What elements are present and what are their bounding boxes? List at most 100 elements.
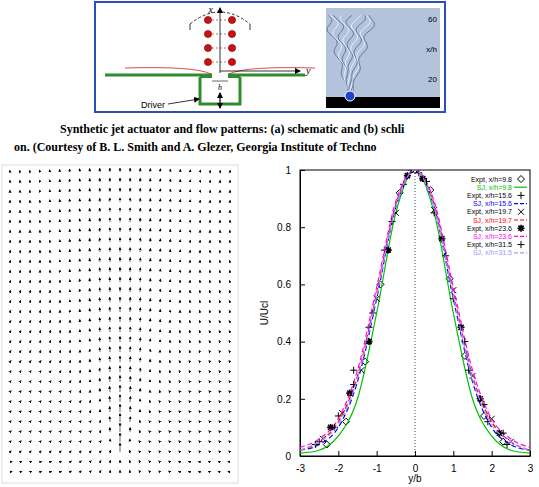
- velocity-vector: [99, 318, 100, 322]
- velocity-vector: [70, 380, 72, 382]
- velocity-vector: [10, 371, 11, 372]
- velocity-vector: [39, 240, 40, 242]
- tick-label: 0.8: [277, 222, 291, 233]
- velocity-vector: [30, 320, 32, 322]
- velocity-vector: [90, 390, 91, 392]
- velocity-vector: [20, 381, 21, 382]
- plume-streak: [353, 15, 375, 92]
- velocity-vector: [10, 300, 12, 302]
- velocity-vector: [99, 218, 100, 222]
- series-line: [300, 170, 530, 450]
- velocity-vector: [50, 360, 52, 362]
- velocity-vector: [39, 190, 40, 192]
- velocity-vector: [189, 381, 190, 382]
- velocity-vector: [90, 441, 91, 442]
- velocity-vector: [209, 391, 210, 392]
- velocity-vector: [229, 290, 231, 292]
- velocity-vector: [59, 199, 60, 202]
- velocity-vector: [39, 170, 40, 172]
- velocity-vector: [20, 431, 21, 432]
- velocity-vector: [20, 351, 21, 352]
- velocity-vector: [140, 348, 141, 352]
- velocity-vector: [89, 278, 91, 282]
- velocity-vector: [60, 350, 62, 352]
- velocity-vector: [169, 401, 170, 402]
- driver-arrow: [219, 93, 220, 108]
- velocity-vector: [160, 269, 161, 272]
- velocity-vector: [229, 310, 231, 312]
- velocity-vector: [89, 370, 90, 372]
- velocity-vector: [70, 370, 72, 372]
- figure: xyhDriver6020x/hSynthetic jet actuator a…: [0, 0, 539, 487]
- velocity-vector: [199, 441, 200, 442]
- tick-mark: [300, 342, 305, 343]
- velocity-vector: [10, 411, 11, 412]
- velocity-vector: [169, 380, 171, 382]
- velocity-vector: [190, 170, 191, 172]
- velocity-vector: [140, 178, 141, 182]
- velocity-vector: [219, 421, 220, 422]
- velocity-vector: [170, 219, 172, 222]
- velocity-vector: [190, 200, 191, 202]
- velocity-vector: [49, 170, 50, 172]
- velocity-vector: [40, 451, 41, 452]
- velocity-vector: [70, 330, 71, 332]
- schlieren-tick: 20: [428, 75, 437, 84]
- velocity-vector: [20, 320, 22, 322]
- velocity-vector: [140, 308, 141, 312]
- velocity-vector: [70, 441, 71, 442]
- velocity-vector: [20, 441, 21, 442]
- velocity-vector: [10, 310, 12, 312]
- velocity-vector: [50, 451, 51, 452]
- velocity-vector: [160, 189, 162, 192]
- velocity-vector: [159, 380, 161, 382]
- driver-label: Driver: [141, 100, 165, 110]
- velocity-vector: [120, 356, 121, 362]
- velocity-vector: [49, 180, 50, 182]
- velocity-vector: [90, 380, 91, 382]
- velocity-vector: [149, 400, 150, 402]
- velocity-vector: [120, 395, 121, 402]
- velocity-vector: [79, 229, 81, 232]
- velocity-vector: [30, 471, 32, 473]
- velocity-vector: [99, 348, 100, 352]
- velocity-vector: [120, 385, 121, 392]
- velocity-vector: [208, 471, 210, 473]
- velocity-vector: [50, 401, 51, 402]
- vector-field: [2, 165, 238, 483]
- velocity-vector: [229, 351, 230, 352]
- velocity-vector: [109, 317, 110, 322]
- velocity-vector: [200, 210, 201, 212]
- velocity-vector: [168, 471, 170, 473]
- velocity-vector: [120, 188, 121, 192]
- velocity-vector: [190, 280, 191, 282]
- velocity-vector: [219, 381, 220, 382]
- velocity-vector: [99, 278, 100, 282]
- velocity-vector: [209, 240, 210, 242]
- velocity-vector: [180, 210, 181, 212]
- data-point: [350, 367, 357, 374]
- velocity-vector: [159, 401, 160, 402]
- velocity-vector: [40, 310, 42, 312]
- velocity-vector: [69, 300, 70, 302]
- velocity-vector: [140, 238, 141, 242]
- velocity-vector: [150, 268, 152, 272]
- velocity-vector: [39, 230, 40, 232]
- velocity-vector: [149, 421, 150, 422]
- vortex: [204, 30, 211, 37]
- velocity-vector: [49, 190, 50, 192]
- tick-label: -2: [334, 463, 343, 474]
- h-dimension: [212, 81, 228, 82]
- legend-label: Expt, x/h=19.7: [467, 208, 512, 216]
- velocity-vector: [109, 248, 110, 252]
- velocity-vector: [160, 239, 162, 242]
- velocity-vector: [99, 358, 100, 362]
- velocity-vector: [89, 288, 90, 292]
- velocity-vector: [179, 441, 180, 442]
- velocity-vector: [209, 290, 211, 292]
- velocity-vector: [199, 361, 200, 362]
- velocity-vector: [90, 410, 92, 412]
- velocity-vector: [130, 297, 131, 302]
- velocity-vector: [60, 471, 62, 473]
- velocity-vector: [130, 178, 131, 182]
